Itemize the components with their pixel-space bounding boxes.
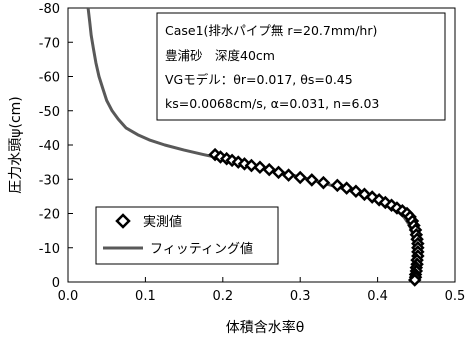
measured-point-7: [253, 160, 267, 175]
legend-label-fitting: フィッティング値: [150, 241, 253, 257]
legend-label-measured: 実測値: [143, 214, 182, 230]
x-tick-label-2: 0.2: [212, 289, 233, 304]
legend: 実測値 フィッティング値: [95, 206, 279, 265]
measured-point-14: [330, 178, 345, 193]
measured-point-8: [262, 162, 277, 177]
measured-point-6: [244, 158, 259, 173]
annotation-line-1: Case1(排水パイプ無 r=20.7mm/hr): [165, 23, 377, 38]
annotation-box: Case1(排水パイプ無 r=20.7mm/hr) 豊浦砂 深度40cm VGモ…: [156, 12, 446, 121]
x-tick-label-4: 0.4: [367, 289, 388, 304]
annotation-line-4: ks=0.0068cm/s, α=0.031, n=6.03: [165, 96, 379, 111]
y-axis-ticks: 0 -10 -20 -30 -40 -50 -60 -70 -80: [39, 2, 73, 291]
y-tick-label-7: -70: [39, 36, 60, 51]
y-tick-label-3: -30: [39, 173, 60, 188]
y-tick-label-8: -80: [39, 2, 60, 17]
x-tick-label-0: 0.0: [58, 289, 79, 304]
x-tick-label-3: 0.3: [290, 289, 311, 304]
y-tick-label-4: -40: [39, 139, 60, 154]
x-tick-label-5: 0.5: [445, 289, 465, 304]
measured-point-10: [281, 168, 296, 182]
x-axis-ticks: 0.0 0.1 0.2 0.3 0.4 0.5: [58, 277, 465, 304]
measured-point-16: [349, 184, 363, 199]
y-tick-label-6: -60: [39, 71, 60, 86]
y-tick-label-2: -20: [39, 208, 60, 223]
y-tick-label-1: -10: [39, 242, 60, 257]
measured-point-11: [293, 170, 307, 185]
annotation-line-3: VGモデル：θr=0.017, θs=0.45: [165, 72, 353, 87]
legend-marker-measured: [115, 213, 131, 229]
legend-frame: [95, 206, 279, 265]
measured-point-13: [316, 175, 331, 190]
measured-series: [208, 147, 425, 287]
x-axis-label: 体積含水率θ: [226, 319, 305, 336]
measured-point-12: [305, 173, 319, 187]
annotation-box-frame: [156, 12, 446, 121]
y-axis-label: 圧力水頭ψ(cm): [8, 96, 24, 194]
annotation-line-2: 豊浦砂 深度40cm: [165, 48, 275, 63]
y-tick-label-5: -50: [39, 105, 60, 120]
measured-point-9: [271, 165, 286, 180]
measured-point-15: [339, 181, 354, 195]
measured-point-41: [407, 273, 422, 287]
x-tick-label-1: 0.1: [135, 289, 156, 304]
y-tick-label-0: 0: [52, 276, 60, 291]
